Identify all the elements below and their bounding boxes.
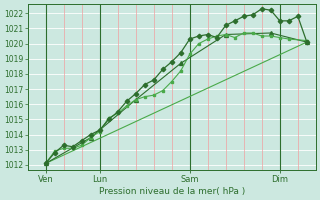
X-axis label: Pression niveau de la mer( hPa ): Pression niveau de la mer( hPa ) xyxy=(99,187,245,196)
